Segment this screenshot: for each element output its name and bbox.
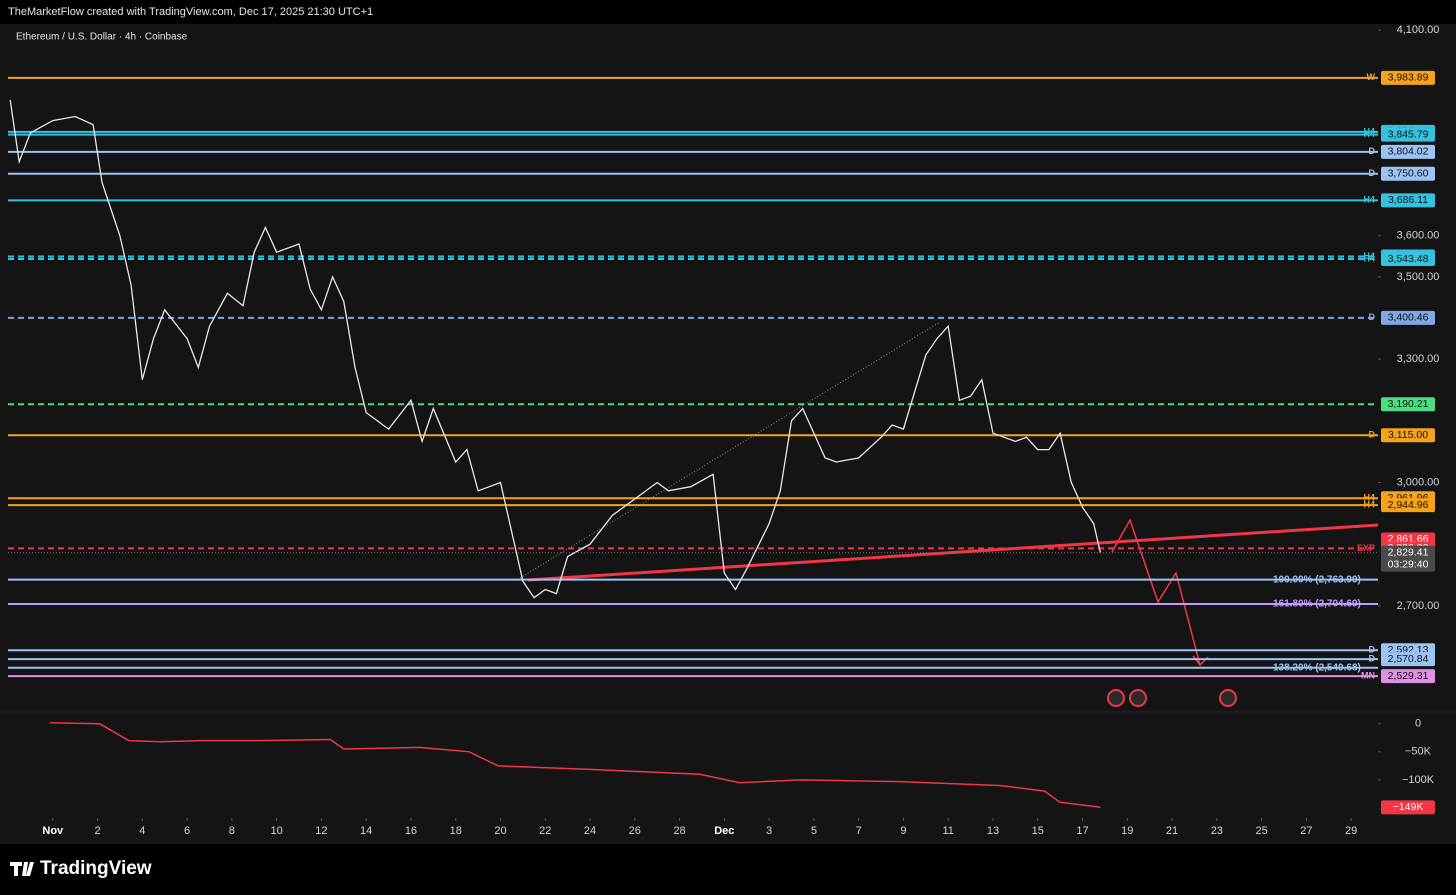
last-price-label: 2,829.41 — [1388, 546, 1429, 558]
x-tick-label: 12 — [315, 825, 327, 837]
price-tag-label: 3,115.00 — [1388, 429, 1428, 441]
price-tag-label: −149K — [1393, 801, 1424, 813]
level-label: D — [1369, 430, 1376, 440]
header: TheMarketFlow created with TradingView.c… — [8, 6, 373, 18]
level-label: 138.20% (2,549.68) — [1273, 662, 1361, 673]
x-tick-label: 8 — [229, 825, 235, 837]
price-tag — [1381, 498, 1435, 513]
x-tick-label: 3 — [766, 825, 772, 837]
event-icons — [1107, 689, 1237, 707]
y-tick-label: 3,000.00 — [1397, 476, 1440, 488]
x-tick-label: 28 — [673, 825, 685, 837]
y-tick-label: 3,600.00 — [1397, 230, 1440, 242]
y-tick-label: −50K — [1405, 746, 1432, 758]
level-label: H4 — [1363, 493, 1375, 503]
level-label: D — [1369, 312, 1376, 322]
price-tag — [1381, 310, 1435, 325]
price-tag — [1381, 252, 1435, 267]
x-tick-label: 5 — [811, 825, 817, 837]
price-tag-label: 3,400.46 — [1388, 312, 1429, 324]
x-tick-label: Nov — [42, 825, 64, 837]
price-tag-label: 3,845.79 — [1388, 128, 1429, 140]
level-label: H4 — [1363, 195, 1375, 205]
level-label: D — [1369, 168, 1376, 178]
price-tag — [1381, 144, 1435, 159]
price-tag-label: 3,983.89 — [1388, 72, 1429, 84]
y-tick-label: 2,700.00 — [1397, 600, 1440, 612]
x-tick-label: 13 — [987, 825, 999, 837]
x-tick-label: 16 — [405, 825, 417, 837]
price-tag — [1381, 193, 1435, 208]
x-tick-label: 14 — [360, 825, 372, 837]
x-tick-label: 29 — [1345, 825, 1357, 837]
y-tick-label: 4,100.00 — [1397, 24, 1440, 36]
x-tick-label: 15 — [1032, 825, 1044, 837]
price-tag — [1381, 800, 1435, 815]
level-label: 100.00% (2,763.99) — [1273, 574, 1361, 585]
level-label: H4 — [1363, 251, 1375, 261]
price-tag — [1381, 127, 1435, 142]
series-line — [49, 721, 1101, 809]
level-label: D — [1369, 653, 1376, 663]
level-label: 161.80% (2,704.69) — [1273, 599, 1361, 610]
countdown: 03:29:40 — [1388, 558, 1429, 570]
price-tag-label: 2,570.84 — [1388, 653, 1429, 665]
x-tick-label: 2 — [94, 825, 100, 837]
x-tick-label: 6 — [184, 825, 190, 837]
price-tag-label: 3,190.21 — [1388, 398, 1429, 410]
brand-logo: TradingView — [10, 858, 152, 879]
x-tick-label: 25 — [1255, 825, 1267, 837]
price-tag — [1381, 166, 1435, 181]
price-tag — [1381, 397, 1435, 412]
x-tick-label: 24 — [584, 825, 596, 837]
trend-guide — [519, 321, 941, 579]
level-label: H4 — [1363, 129, 1375, 139]
price-tag — [1381, 70, 1435, 85]
price-tag-label: 3,686.11 — [1388, 194, 1428, 206]
price-tag-label: 3,804.02 — [1388, 146, 1429, 158]
price-tag-label: 2,944.96 — [1388, 499, 1429, 511]
y-tick-label: 3,500.00 — [1397, 271, 1440, 283]
x-tick-label: 26 — [629, 825, 641, 837]
level-label: H4 — [1363, 253, 1375, 263]
price-tag-label: 3,750.60 — [1388, 168, 1429, 180]
series-line — [9, 99, 1102, 599]
level-label: EXP — [1357, 543, 1375, 553]
x-tick-label: 10 — [271, 825, 283, 837]
x-tick-label: 4 — [139, 825, 145, 837]
y-tick-label: 0 — [1415, 718, 1421, 730]
price-tag — [1381, 428, 1435, 443]
level-label: H4 — [1363, 126, 1375, 136]
x-tick-label: 23 — [1211, 825, 1223, 837]
x-tick-label: 18 — [450, 825, 462, 837]
x-tick-label: 19 — [1121, 825, 1133, 837]
brand: TradingView — [40, 858, 152, 879]
price-tag-label: 2,529.31 — [1388, 670, 1429, 682]
price-tag — [1381, 669, 1435, 684]
last-price-tag — [1381, 545, 1435, 572]
x-tick-label: 7 — [856, 825, 862, 837]
x-tick-label: 22 — [539, 825, 551, 837]
level-label: D — [1369, 146, 1376, 156]
x-tick-label: 20 — [494, 825, 506, 837]
x-tick-label: 11 — [942, 825, 953, 837]
level-label: MN — [1361, 671, 1375, 681]
x-tick-label: 9 — [900, 825, 906, 837]
level-label: D — [1369, 645, 1376, 655]
chart-background — [0, 24, 1456, 844]
level-label: W — [1367, 72, 1376, 82]
y-tick-label: −100K — [1402, 774, 1435, 786]
x-tick-label: 27 — [1300, 825, 1312, 837]
x-tick-label: 21 — [1166, 825, 1178, 837]
price-tag-label: 3,543.48 — [1388, 253, 1429, 265]
chart-title: Ethereum / U.S. Dollar · 4h · Coinbase — [16, 32, 188, 43]
level-label: H4 — [1363, 500, 1375, 510]
x-tick-label: 17 — [1076, 825, 1088, 837]
x-tick-label: Dec — [714, 825, 734, 837]
y-tick-label: 3,300.00 — [1397, 353, 1440, 365]
price-tag — [1381, 652, 1435, 667]
